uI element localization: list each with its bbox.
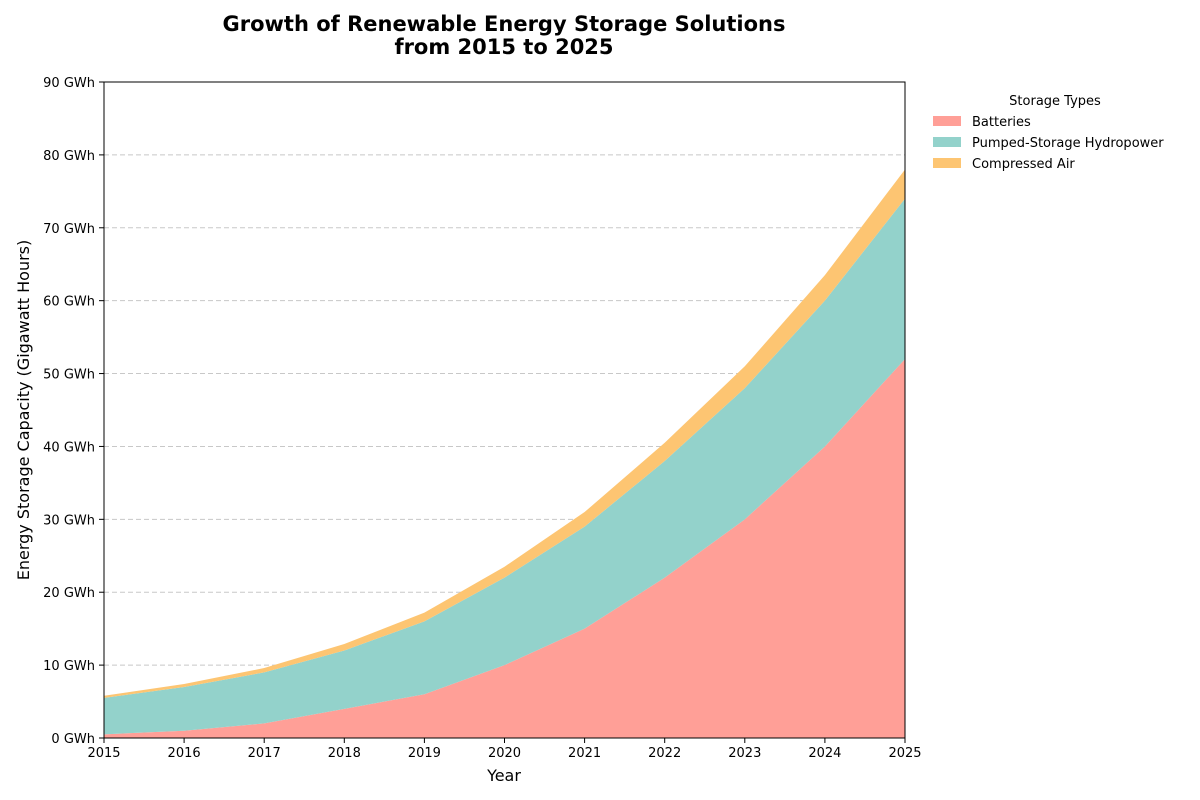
chart-title-line-1: Growth of Renewable Energy Storage Solut… [222, 12, 785, 36]
y-tick-label: 60 GWh [43, 295, 95, 310]
x-tick-label: 2021 [568, 746, 601, 761]
y-tick-label: 70 GWh [43, 222, 95, 237]
legend-swatch [933, 158, 961, 168]
legend-label: Compressed Air [972, 157, 1075, 172]
x-tick-label: 2017 [248, 746, 281, 761]
x-tick-label: 2023 [728, 746, 761, 761]
y-axis-title: Energy Storage Capacity (Gigawatt Hours) [14, 240, 33, 580]
legend-items: Batteries Pumped-Storage Hydropower Compre… [933, 115, 1164, 172]
legend-label: Batteries [972, 115, 1031, 130]
legend-title: Storage Types [1009, 94, 1101, 109]
y-axis: 0 GWh 10 GWh 20 GWh 30 GWh 40 GWh 50 GWh 60 GW… [43, 76, 104, 747]
y-tick-label: 20 GWh [43, 586, 95, 601]
x-axis-title: Year [486, 766, 521, 785]
legend-swatch [933, 116, 961, 126]
area-layer [104, 169, 905, 738]
y-tick-label: 90 GWh [43, 76, 95, 91]
x-tick-label: 2025 [888, 746, 921, 761]
x-tick-label: 2016 [168, 746, 201, 761]
x-tick-label: 2022 [648, 746, 681, 761]
y-tick-label: 80 GWh [43, 149, 95, 164]
x-tick-label: 2019 [408, 746, 441, 761]
area-series-pumped-storage-hydropower [104, 198, 905, 735]
x-tick-label: 2024 [808, 746, 841, 761]
legend-swatch [933, 137, 961, 147]
y-tick-label: 30 GWh [43, 513, 95, 528]
chart-title-line-2: from 2015 to 2025 [394, 35, 613, 59]
x-axis: 2015 2016 2017 2018 2019 2020 2021 2022 2023 2024… [87, 738, 922, 761]
y-tick-label: 0 GWh [51, 732, 95, 747]
y-tick-label: 40 GWh [43, 440, 95, 455]
x-tick-label: 2015 [87, 746, 120, 761]
legend: Storage Types Batteries Pumped-Storage Hy… [933, 94, 1164, 172]
area-series-batteries [104, 358, 905, 738]
x-tick-label: 2020 [488, 746, 521, 761]
y-tick-label: 50 GWh [43, 368, 95, 383]
legend-label: Pumped-Storage Hydropower [972, 136, 1164, 151]
y-tick-label: 10 GWh [43, 659, 95, 674]
x-tick-label: 2018 [328, 746, 361, 761]
